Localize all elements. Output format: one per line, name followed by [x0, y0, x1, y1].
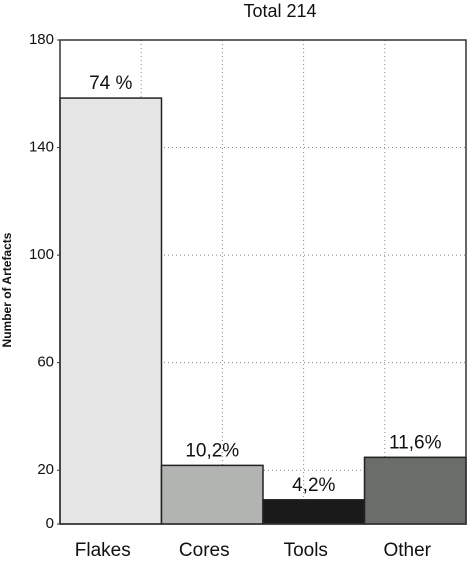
- y-tick-label: 20: [37, 461, 54, 478]
- x-tick-label: Other: [383, 540, 431, 561]
- bar: [363, 456, 467, 525]
- plot-frame: [59, 39, 467, 525]
- value-label: 74 %: [89, 73, 132, 94]
- x-tick-label: Flakes: [75, 540, 131, 561]
- y-tick-label: 100: [29, 246, 54, 263]
- bar: [160, 464, 264, 525]
- y-axis-label: Number of Artefacts: [0, 232, 14, 347]
- x-tick-label: Cores: [179, 540, 230, 561]
- chart-title: Total 214: [243, 1, 316, 21]
- y-tick-label: 180: [29, 31, 54, 48]
- value-label: 10,2%: [185, 440, 239, 461]
- bar: [59, 97, 163, 525]
- x-tick-label: Tools: [284, 540, 328, 561]
- y-tick-label: 60: [37, 354, 54, 371]
- value-label: 11,6%: [389, 432, 442, 453]
- value-label: 4,2%: [292, 475, 335, 496]
- bar: [262, 499, 366, 525]
- y-tick-label: 140: [29, 139, 54, 156]
- y-tick-label: 0: [46, 515, 54, 532]
